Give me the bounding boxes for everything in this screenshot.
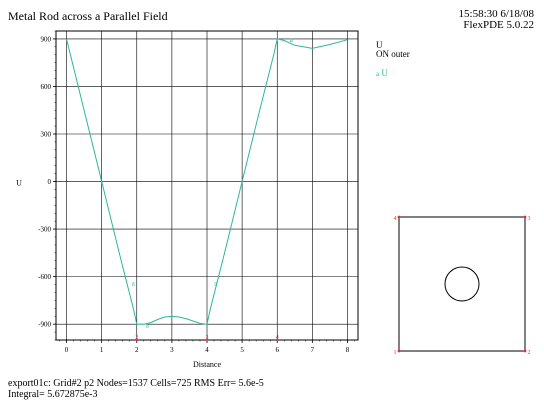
footer-integral: Integral= 5.672875e-3 (8, 389, 98, 400)
x-tick-label: 7 (311, 346, 315, 354)
domain-corner-label: 2 (528, 350, 531, 356)
x-tick-label: 5 (240, 346, 244, 354)
x-tick-label: 4 (205, 346, 209, 354)
node-marker-label: 2 (135, 335, 138, 341)
series-marker: a (146, 321, 150, 329)
series-line-U (66, 38, 348, 325)
timestamp: 15:58:30 6/18/08 (458, 8, 534, 20)
domain-corner-node (523, 215, 527, 219)
node-marker-label: 3 (206, 335, 209, 341)
domain-view: 4 3 1 2 (394, 215, 531, 356)
y-tick-label: 300 (41, 131, 52, 139)
axis-layer: 0 1 2 3 4 5 6 7 8 900 600 300 0 -300 -600 -900 Distance U… (16, 30, 355, 369)
x-tick-label: 6 (275, 346, 279, 354)
timestamp-version: 15:58:30 6/18/08 FlexPDE 5.0.22 (459, 9, 534, 31)
x-tick-label: 1 (100, 346, 104, 354)
y-tick-label: -600 (38, 273, 51, 281)
domain-corner-node (523, 349, 527, 353)
legend-variable: U (376, 40, 383, 50)
domain-corner-node (397, 215, 401, 219)
version-label: FlexPDE 5.0.22 (463, 19, 534, 31)
y-tick-label: 0 (48, 178, 52, 186)
domain-corner-label: 1 (394, 350, 397, 356)
domain-corner-label: 4 (394, 216, 397, 222)
x-axis-title: Distance (193, 360, 221, 369)
domain-corner-label: 3 (528, 216, 531, 222)
legend-series-label: U (381, 68, 388, 78)
series-marker: a (132, 279, 136, 287)
legend-series-marker: a (376, 70, 380, 78)
legend-scope: ON outer (376, 49, 410, 59)
node-marker-label: 4 (276, 335, 279, 341)
chart-title: Metal Rod across a Parallel Field (8, 9, 168, 23)
y-tick-label: -900 (38, 321, 51, 329)
y-tick-label: 600 (41, 83, 52, 91)
x-tick-label: 0 (65, 346, 69, 354)
footer-stats: export01c: Grid#2 p2 Nodes=1537 Cells=72… (8, 378, 264, 400)
legend: U ON outer a U (376, 41, 410, 79)
series-marker: a (290, 36, 294, 44)
footer-grid-stats: export01c: Grid#2 p2 Nodes=1537 Cells=72… (8, 378, 264, 389)
x-tick-label: 8 (346, 346, 350, 354)
x-tick-label: 3 (170, 346, 174, 354)
domain-outer-boundary (398, 216, 526, 352)
y-axis-title: U (16, 179, 22, 188)
legend-series: a U (376, 69, 410, 79)
y-tick-label: 900 (41, 35, 52, 43)
y-tick-label: -300 (38, 226, 51, 234)
series-marker: a (214, 279, 218, 287)
grid-layer (55, 30, 359, 341)
domain-inner-circle (444, 266, 480, 302)
curve-layer: a a a a (66, 36, 348, 329)
domain-corner-node (397, 349, 401, 353)
x-tick-label: 2 (135, 346, 139, 354)
